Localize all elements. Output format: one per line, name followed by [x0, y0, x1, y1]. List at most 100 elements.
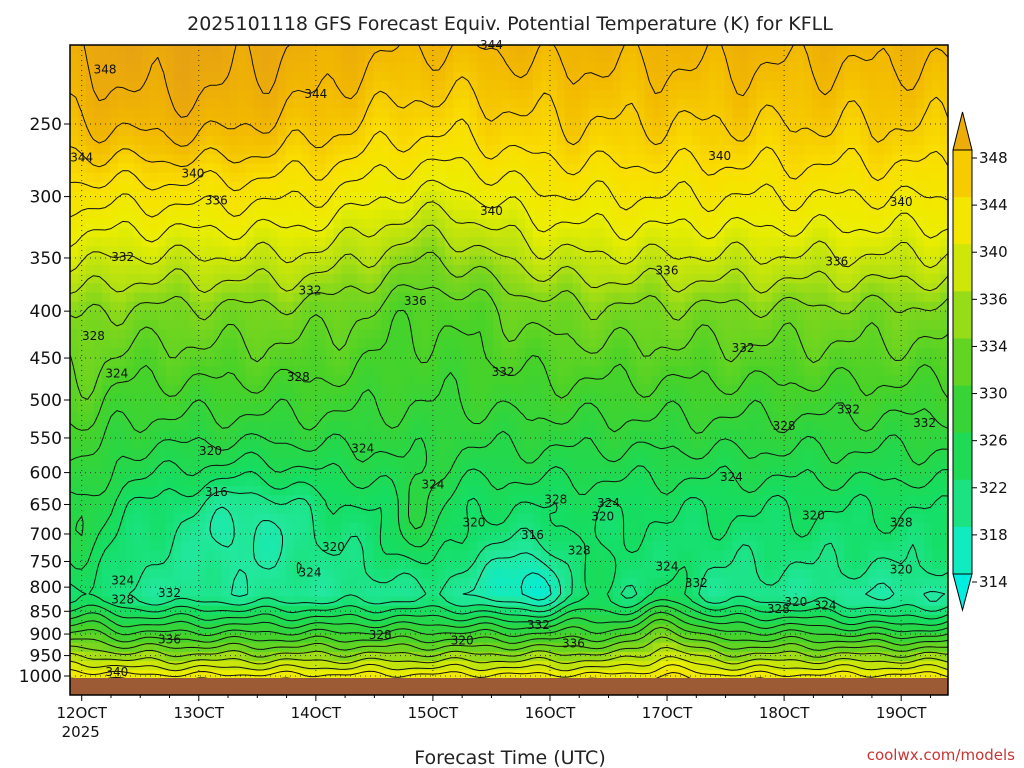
heat-cell	[501, 522, 510, 534]
heat-cell	[285, 449, 295, 460]
heat-cell	[580, 311, 590, 322]
heat-cell	[548, 366, 558, 377]
heat-cell	[333, 329, 342, 340]
heat-cell	[133, 559, 143, 570]
heat-cell	[333, 614, 342, 626]
heat-cell	[397, 255, 406, 266]
heat-cell	[461, 283, 470, 294]
heat-cell	[325, 541, 334, 552]
heat-cell	[77, 99, 87, 110]
heat-cell	[596, 366, 606, 377]
heat-cell	[516, 614, 526, 626]
heat-cell	[125, 311, 135, 322]
heat-cell	[612, 172, 622, 184]
heat-cell	[189, 670, 199, 681]
heat-cell	[285, 467, 295, 478]
heat-cell	[205, 200, 215, 211]
heat-cell	[381, 35, 390, 45]
heat-cell	[197, 412, 207, 423]
heat-cell	[564, 642, 574, 653]
heat-cell	[197, 504, 207, 515]
heat-cell	[133, 338, 143, 349]
heat-cell	[157, 513, 167, 524]
heat-cell	[221, 200, 231, 211]
heat-cell	[389, 163, 398, 174]
heat-cell	[93, 513, 103, 524]
heat-cell	[117, 292, 127, 303]
heat-cell	[461, 172, 470, 184]
heat-cell	[397, 99, 406, 110]
heat-cell	[325, 62, 334, 73]
heat-cell	[564, 172, 574, 184]
heat-cell	[181, 393, 191, 405]
heat-cell	[93, 274, 103, 285]
heat-cell	[293, 642, 303, 653]
heat-cell	[421, 670, 430, 681]
heat-cell	[485, 393, 494, 405]
heat-cell	[101, 366, 111, 377]
heat-cell	[221, 71, 231, 82]
heat-cell	[604, 264, 614, 276]
heat-cell	[604, 320, 614, 331]
heat-cell	[628, 89, 638, 101]
heat-cell	[133, 209, 143, 220]
heat-cell	[493, 329, 502, 340]
heat-cell	[133, 375, 143, 386]
heat-cell	[237, 237, 247, 248]
heat-cell	[580, 80, 590, 91]
heat-cell	[381, 550, 390, 561]
heat-cell	[381, 633, 390, 644]
heat-cell	[373, 486, 382, 497]
heat-cell	[604, 366, 614, 377]
heat-cell	[189, 53, 199, 64]
heat-cell	[133, 587, 143, 598]
heat-cell	[77, 311, 87, 322]
heat-cell	[501, 449, 510, 460]
heat-cell	[261, 495, 271, 506]
heat-cell	[421, 504, 430, 515]
heat-cell	[245, 476, 255, 488]
heat-cell	[317, 99, 327, 110]
heat-cell	[501, 99, 510, 110]
heat-cell	[469, 62, 478, 73]
heat-cell	[357, 384, 366, 395]
heat-cell	[365, 108, 374, 119]
heat-cell	[341, 209, 350, 220]
heat-cell	[612, 366, 622, 377]
heat-cell	[205, 633, 215, 644]
heat-cell	[325, 403, 334, 414]
heat-cell	[149, 301, 159, 312]
heat-cell	[205, 301, 215, 312]
heat-cell	[237, 532, 247, 543]
heat-cell	[588, 614, 598, 626]
heat-cell	[469, 228, 478, 239]
heat-cell	[493, 264, 502, 276]
heat-cell	[604, 274, 614, 285]
heat-cell	[389, 661, 398, 672]
heat-cell	[309, 587, 319, 598]
heat-cell	[253, 71, 263, 82]
heat-cell	[285, 541, 295, 552]
heat-cell	[277, 292, 287, 303]
heat-cell	[93, 467, 103, 478]
heat-cell	[445, 624, 454, 635]
heat-cell	[309, 163, 319, 174]
heat-cell	[165, 172, 175, 184]
heat-cell	[493, 117, 502, 128]
heat-cell	[117, 550, 127, 561]
heat-cell	[437, 495, 446, 506]
heat-cell	[620, 495, 630, 506]
heat-cell	[469, 311, 478, 322]
heat-cell	[125, 670, 135, 681]
heat-cell	[181, 89, 191, 101]
heat-cell	[397, 559, 406, 570]
heat-cell	[301, 651, 311, 663]
heat-cell	[349, 301, 358, 312]
heat-cell	[389, 403, 398, 414]
heat-cell	[269, 375, 279, 386]
heat-cell	[229, 126, 239, 137]
heat-cell	[572, 163, 582, 174]
heat-cell	[205, 172, 215, 184]
heat-cell	[70, 458, 79, 469]
heat-cell	[309, 283, 319, 294]
